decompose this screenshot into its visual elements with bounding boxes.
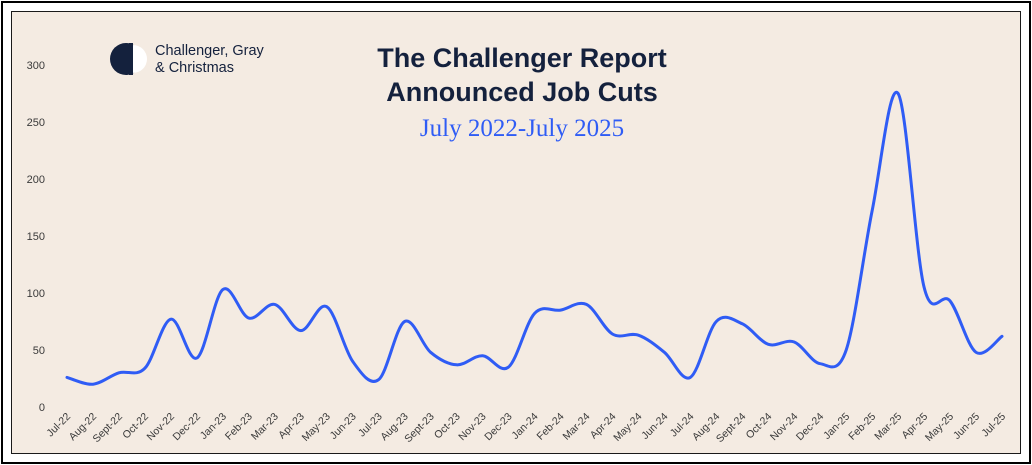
x-tick-label: Dec-24: [794, 411, 827, 444]
brand-line-1: Challenger, Gray: [155, 43, 264, 59]
x-tick-label: Feb-25: [846, 411, 878, 443]
x-tick-label: Nov-23: [456, 411, 489, 444]
x-tick-label: Nov-22: [145, 411, 178, 444]
data-points: [66, 93, 1003, 385]
x-tick-label: Mar-23: [249, 411, 281, 443]
y-tick-label: 100: [27, 288, 45, 300]
x-tick-label: May-25: [923, 411, 956, 444]
y-tick-label: 150: [27, 231, 45, 243]
y-axis: 0 50 100 150 200 250 300: [27, 60, 45, 414]
x-tick-label: Jun-24: [639, 411, 670, 442]
chart-title: The Challenger Report: [377, 43, 667, 73]
x-tick-label: May-23: [300, 411, 333, 444]
brand-name: Challenger, Gray & Christmas: [155, 43, 264, 77]
y-tick-label: 300: [27, 60, 45, 72]
y-tick-label: 200: [27, 174, 45, 186]
x-tick-label: Sept-23: [402, 411, 437, 446]
x-tick-label: Jan-23: [198, 411, 229, 442]
line-chart: 0 50 100 150 200 250 300 Jul-22Aug-22Sept-22Oc…: [27, 43, 1008, 446]
y-tick-label: 250: [27, 117, 45, 129]
chart-title-line-2: Announced Job Cuts: [386, 77, 658, 107]
brand-logo-icon: [110, 43, 147, 75]
y-tick-label: 50: [33, 345, 45, 357]
x-tick-label: Feb-23: [223, 411, 255, 443]
series-line: [65, 90, 1004, 386]
x-tick-label: Mar-25: [872, 411, 904, 443]
chart-panel: 0 50 100 150 200 250 300 Jul-22 Aug-22 Sept-22 Oc…: [11, 11, 1021, 454]
x-tick-label: Jun-25: [951, 411, 982, 442]
x-tick-label: Sept-22: [91, 411, 126, 446]
x-tick-label: Mar-24: [561, 411, 593, 443]
x-tick-label: Jun-23: [328, 411, 359, 442]
x-axis: Jul-22Aug-22Sept-22Oct-22Nov-22Dec-22Jan…: [44, 411, 1008, 446]
x-tick-label: Nov-24: [768, 411, 801, 444]
x-tick-label: Dec-23: [482, 411, 515, 444]
chart-subtitle: July 2022-July 2025: [419, 115, 625, 142]
x-tick-label: Dec-22: [171, 411, 204, 444]
x-tick-label: May-24: [611, 411, 644, 444]
brand-line-2: & Christmas: [155, 60, 234, 76]
x-tick-label: Jan-24: [509, 411, 540, 442]
x-tick-label: Sept-24: [714, 411, 749, 446]
x-tick-label: Jul-25: [979, 411, 1008, 440]
x-tick-label: Feb-24: [535, 411, 567, 443]
x-tick-label: Jan-25: [821, 411, 852, 442]
y-tick-label: 0: [39, 402, 45, 414]
